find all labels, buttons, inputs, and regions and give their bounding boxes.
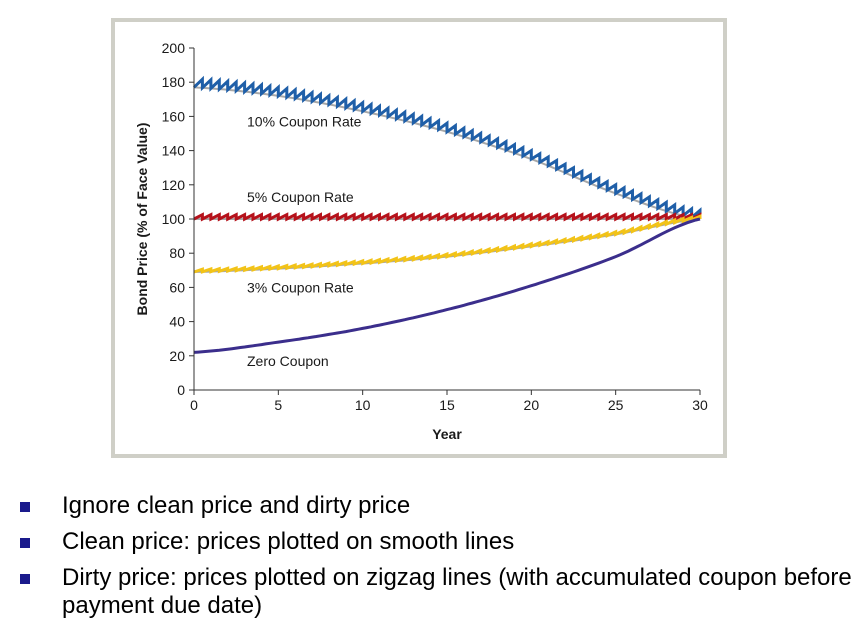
y-tick-label: 40 bbox=[169, 314, 185, 330]
x-axis-label: Year bbox=[432, 426, 462, 442]
axis-layer: 0 20 40 60 80 100 120 140 160 180 200 0 5 10 15 20 25 30 Y… bbox=[134, 40, 708, 442]
dirty-price-zigzag-10-coupon-rate bbox=[192, 75, 702, 221]
square-bullet-icon bbox=[20, 574, 30, 584]
x-tick-label: 5 bbox=[274, 397, 282, 413]
x-tick-label: 20 bbox=[524, 397, 540, 413]
y-axis-label: Bond Price (% of Face Value) bbox=[134, 123, 150, 316]
plot-layer bbox=[192, 75, 702, 354]
series-label: 3% Coupon Rate bbox=[247, 280, 354, 296]
bullet-item: Dirty price: prices plotted on zigzag li… bbox=[20, 564, 860, 620]
y-tick-label: 140 bbox=[162, 143, 186, 159]
x-tick-label: 10 bbox=[355, 397, 371, 413]
bullet-text: Clean price: prices plotted on smooth li… bbox=[62, 528, 515, 555]
x-tick-label: 30 bbox=[692, 397, 708, 413]
bullet-item: Ignore clean price and dirty price bbox=[20, 492, 860, 520]
y-tick-label: 60 bbox=[169, 279, 185, 295]
x-tick-label: 15 bbox=[439, 397, 455, 413]
series-label: 5% Coupon Rate bbox=[247, 189, 354, 205]
bullet-text: Dirty price: prices plotted on zigzag li… bbox=[62, 564, 852, 619]
label-layer: 10% Coupon Rate 5% Coupon Rate 3% Coupon R… bbox=[247, 114, 362, 369]
price-line-zero-coupon bbox=[193, 217, 701, 354]
bond-price-chart: 0 20 40 60 80 100 120 140 160 180 200 0 5 10 15 20 25 30 Y… bbox=[115, 22, 723, 454]
square-bullet-icon bbox=[20, 502, 30, 512]
bullet-list: Ignore clean price and dirty price Clean… bbox=[20, 492, 860, 628]
dirty-price-zigzag-5-coupon-rate bbox=[193, 212, 702, 222]
bullet-text: Ignore clean price and dirty price bbox=[62, 492, 411, 519]
y-tick-label: 20 bbox=[169, 348, 185, 364]
chart-frame: 0 20 40 60 80 100 120 140 160 180 200 0 5 10 15 20 25 30 Y… bbox=[111, 18, 727, 458]
x-tick-label: 0 bbox=[190, 397, 198, 413]
y-tick-label: 80 bbox=[169, 245, 185, 261]
y-tick-label: 200 bbox=[162, 40, 186, 56]
clean-price-line-3-coupon-rate bbox=[193, 218, 701, 273]
series-label: 10% Coupon Rate bbox=[247, 114, 362, 130]
y-tick-label: 120 bbox=[162, 177, 186, 193]
y-tick-label: 100 bbox=[162, 211, 186, 227]
bullet-item: Clean price: prices plotted on smooth li… bbox=[20, 528, 860, 556]
square-bullet-icon bbox=[20, 538, 30, 548]
y-tick-label: 0 bbox=[177, 382, 185, 398]
y-tick-label: 160 bbox=[162, 108, 186, 124]
y-tick-label: 180 bbox=[162, 74, 186, 90]
x-tick-label: 25 bbox=[608, 397, 624, 413]
series-label: Zero Coupon bbox=[247, 353, 329, 369]
dirty-price-zigzag-3-coupon-rate bbox=[193, 214, 702, 274]
